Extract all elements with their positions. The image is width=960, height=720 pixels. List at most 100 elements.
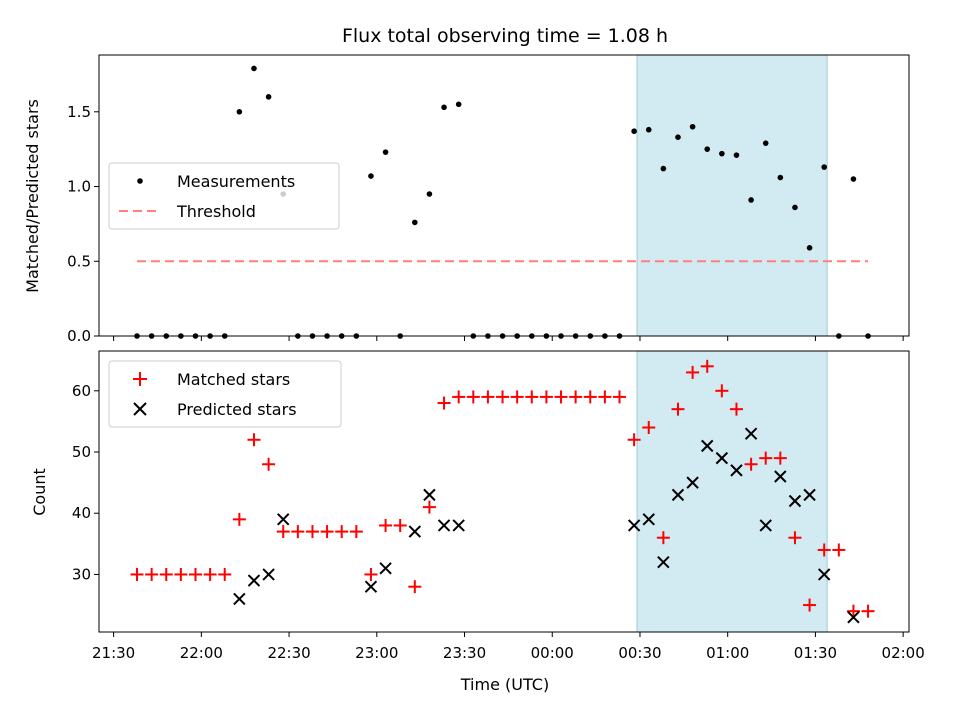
y-tick-label: 0.5 [67, 252, 91, 270]
top-legend: Measurements Threshold [108, 162, 340, 230]
measurement-point [704, 146, 711, 152]
matched-star-point [335, 525, 349, 539]
matched-star-point [218, 567, 232, 581]
predicted-star-point [774, 470, 787, 483]
measurement-point [792, 204, 798, 211]
predicted-star-point [364, 580, 378, 593]
measurement-point [265, 94, 272, 100]
matched-star-point [569, 390, 583, 404]
top-x-ticks [113, 336, 904, 341]
bottom-shaded-region [636, 350, 828, 633]
measurement-point [455, 101, 462, 108]
bottom-legend-box [108, 360, 342, 428]
matched-star-point [452, 390, 466, 404]
bottom-axes-frame [98, 350, 910, 633]
measurement-point [412, 219, 418, 226]
matched-star-point [466, 390, 480, 404]
predicted-star-point [715, 451, 729, 465]
matched-star-point [145, 567, 159, 581]
x-tick-label: 01:00 [706, 644, 749, 662]
legend-measurements-label: Measurements [177, 172, 295, 191]
measurement-point [762, 140, 769, 146]
predicted-star-point [701, 439, 714, 453]
matched-star-point [803, 598, 817, 612]
legend-threshold-label: Threshold [176, 202, 256, 221]
predicted-star-point [408, 525, 422, 538]
predicted-star-point [452, 519, 465, 532]
x-tick-label: 22:00 [180, 644, 223, 662]
bottom-y-axis-label: Count [30, 468, 49, 516]
legend-predicted-label: Predicted stars [177, 400, 297, 419]
predicted-star-point [803, 488, 816, 502]
y-tick-label: 30 [72, 565, 91, 583]
matched-star-point [817, 543, 831, 557]
y-tick-label: 40 [72, 504, 91, 522]
x-tick-label: 21:30 [92, 644, 135, 662]
predicted-star-point [657, 556, 670, 569]
measurement-point [368, 173, 374, 179]
matched-star-point [232, 512, 246, 526]
bottom-panel: 30 40 50 60 21:30 22:00 22:30 23:00 23:30 00:00 0… [30, 350, 925, 694]
matched-star-point [861, 604, 875, 618]
legend-measurements-marker [137, 178, 143, 184]
measurement-point [660, 165, 667, 172]
matched-star-point [554, 390, 568, 404]
predicted-star-point [744, 427, 758, 440]
measurement-point [689, 123, 696, 130]
bottom-y-ticks: 30 40 50 60 [72, 382, 99, 583]
x-tick-label: 22:30 [267, 644, 310, 662]
matched-star-point [262, 457, 276, 471]
x-tick-label: 00:30 [618, 644, 661, 662]
predicted-star-point [247, 574, 261, 587]
matched-star-point [379, 518, 393, 532]
matched-star-point [788, 531, 802, 545]
measurement-point [821, 164, 827, 170]
measurement-point [748, 197, 754, 203]
matched-star-point [583, 390, 597, 404]
matched-star-point [422, 500, 436, 514]
measurement-point [675, 134, 681, 141]
predicted-star-point [379, 562, 392, 575]
matched-star-point [525, 390, 539, 404]
matched-star-point [686, 365, 700, 379]
matched-star-point [481, 390, 495, 404]
predicted-star-point [262, 568, 275, 581]
bottom-x-ticks: 21:30 22:00 22:30 23:00 23:30 00:00 00:30 01:00… [92, 632, 925, 662]
predicted-star-point [437, 519, 451, 532]
predicted-star-point [671, 488, 685, 502]
x-tick-label: 23:30 [443, 644, 486, 662]
top-legend-box [108, 162, 340, 230]
measurement-point [251, 65, 257, 72]
x-tick-label: 02:00 [882, 644, 925, 662]
matched-star-point [393, 518, 407, 532]
y-tick-label: 1.5 [67, 103, 91, 121]
matched-star-point [773, 451, 787, 465]
measurement-point [645, 126, 652, 133]
top-shaded-region [636, 54, 828, 337]
top-y-axis-label: Matched/Predicted stars [23, 99, 42, 293]
matched-star-point [729, 402, 743, 416]
matched-star-point [715, 384, 729, 398]
y-tick-label: 50 [72, 443, 91, 461]
measurement-point [806, 245, 813, 251]
matched-star-point [627, 433, 641, 447]
matched-star-point [642, 421, 656, 435]
x-tick-label: 00:00 [531, 644, 574, 662]
measurement-point [777, 174, 784, 181]
legend-predicted-marker [133, 402, 147, 416]
matched-star-point [305, 525, 319, 539]
predicted-star-point [788, 494, 802, 508]
x-tick-label: 01:30 [794, 644, 837, 662]
legend-matched-label: Matched stars [177, 370, 290, 389]
matched-star-point [510, 390, 524, 404]
top-axes-frame [98, 54, 910, 337]
matched-star-point [671, 402, 685, 416]
x-axis-label: Time (UTC) [460, 675, 549, 694]
measurement-point [850, 176, 857, 182]
top-y-ticks: 0.0 0.5 1.0 1.5 [67, 103, 99, 345]
measurement-point [426, 191, 433, 197]
matched-star-point [613, 390, 627, 404]
matched-star-point [291, 525, 305, 539]
matched-star-point [832, 543, 846, 557]
matched-star-point [247, 433, 261, 447]
